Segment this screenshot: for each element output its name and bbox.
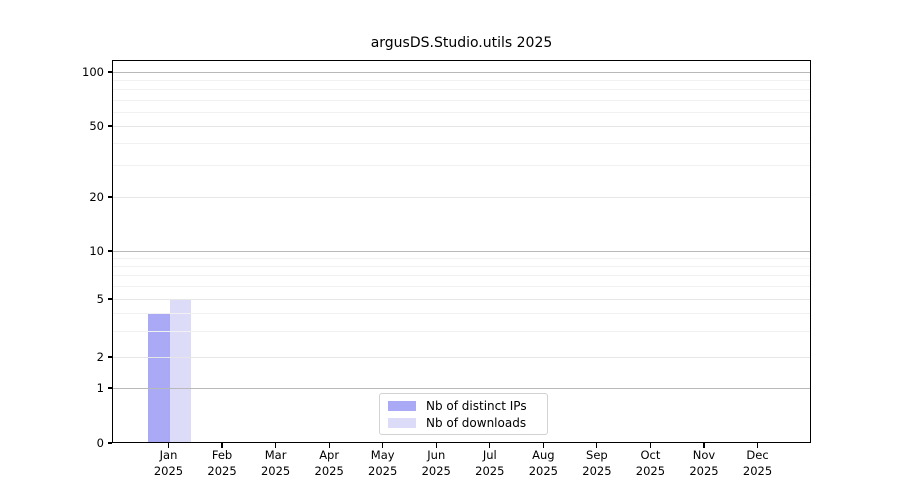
gridline-minor (113, 286, 810, 288)
x-tick-label-month: Sep (586, 448, 608, 462)
x-tick-label-aug: Aug 2025 (515, 448, 571, 479)
x-tick-label-year: 2025 (260, 463, 291, 478)
x-tick-label-month: Dec (746, 448, 769, 462)
y-tick (107, 442, 112, 444)
chart-title: argusDS.Studio.utils 2025 (370, 35, 553, 51)
gridline-major (113, 250, 810, 252)
y-tick-label: 50 (89, 118, 104, 133)
gridline-major (113, 71, 810, 73)
gridline-minor (113, 266, 810, 268)
x-tick-label-year: 2025 (207, 463, 237, 478)
x-tick-label-dec: Dec 2025 (730, 448, 786, 479)
x-tick (542, 443, 544, 448)
gridline-minor (113, 125, 810, 127)
y-tick (107, 250, 112, 252)
x-tick-label-month: Jan (159, 448, 178, 462)
y-tick (107, 356, 112, 358)
x-tick-label-year: 2025 (689, 463, 719, 478)
gridline-minor (113, 165, 810, 167)
x-tick-label-sep: Sep 2025 (569, 448, 625, 479)
x-tick-label-month: Jul (482, 448, 497, 462)
x-tick-label-jan: Jan 2025 (141, 448, 197, 479)
bar-nb-of-distinct-ips-jan (148, 312, 170, 442)
legend-label: Nb of downloads (426, 415, 527, 430)
x-tick-label-month: Feb (211, 448, 233, 462)
y-tick (107, 387, 112, 389)
x-tick-label-apr: Apr 2025 (301, 448, 357, 479)
x-tick (275, 443, 277, 448)
x-tick-label-month: Aug (532, 448, 555, 462)
legend: Nb of distinct IPs Nb of downloads (379, 393, 548, 435)
x-tick (489, 443, 491, 448)
x-tick (328, 443, 330, 448)
x-tick-label-mar: Mar 2025 (248, 448, 304, 479)
x-tick-label-month: Jun (427, 448, 446, 462)
x-tick-label-year: 2025 (635, 463, 666, 478)
legend-item: Nb of downloads (388, 416, 539, 430)
gridline-minor (113, 275, 810, 277)
x-tick-label-month: Nov (692, 448, 716, 462)
x-tick-label-jul: Jul 2025 (462, 448, 518, 479)
x-tick-label-year: 2025 (528, 463, 558, 478)
y-tick-label: 10 (89, 243, 104, 258)
y-tick (107, 298, 112, 300)
x-tick-label-nov: Nov 2025 (676, 448, 732, 479)
x-tick (596, 443, 598, 448)
x-tick-label-year: 2025 (421, 463, 451, 478)
gridline-minor (113, 196, 810, 198)
y-tick-label: 2 (96, 349, 104, 364)
x-tick-label-month: Oct (640, 448, 661, 462)
gridline-minor (113, 80, 810, 81)
y-tick-label: 20 (89, 189, 104, 204)
legend-swatch-downloads (388, 417, 416, 428)
x-tick-label-year: 2025 (742, 463, 773, 478)
gridline-minor (113, 356, 810, 358)
x-tick (703, 443, 705, 448)
x-tick-label-year: 2025 (314, 463, 344, 478)
x-tick-label-year: 2025 (153, 463, 184, 478)
legend-item: Nb of distinct IPs (388, 399, 539, 413)
plot-area (112, 60, 811, 443)
x-tick-label-month: May (370, 448, 395, 462)
x-tick-label-feb: Feb 2025 (194, 448, 250, 479)
y-tick (107, 71, 112, 73)
y-tick (107, 196, 112, 198)
x-tick-label-jun: Jun 2025 (408, 448, 464, 479)
gridline-minor (113, 111, 810, 113)
gridline-minor (113, 89, 810, 91)
y-tick-label: 5 (96, 291, 104, 306)
x-tick-label-year: 2025 (475, 463, 505, 478)
y-tick-label: 1 (96, 380, 104, 395)
bar-nb-of-downloads-jan (169, 298, 191, 442)
x-tick (167, 443, 170, 448)
x-tick (756, 443, 759, 448)
gridline-minor (113, 312, 810, 314)
legend-label: Nb of distinct IPs (426, 398, 527, 413)
legend-swatch-distinct-ips (388, 400, 416, 411)
x-tick-label-may: May 2025 (355, 448, 411, 479)
x-tick-label-month: Mar (264, 448, 287, 462)
gridline-minor (113, 99, 810, 101)
x-tick-label-month: Apr (319, 448, 340, 462)
x-tick-label-year: 2025 (582, 463, 612, 478)
x-tick (435, 443, 437, 448)
x-tick (221, 443, 223, 448)
y-tick-label: 0 (96, 435, 104, 450)
x-tick (649, 443, 652, 448)
x-tick (382, 443, 384, 448)
y-tick-label: 100 (82, 64, 104, 79)
gridline-minor (113, 143, 810, 145)
x-tick-label-year: 2025 (368, 463, 398, 478)
gridline-major (113, 387, 810, 389)
gridline-minor (113, 331, 810, 333)
y-tick (107, 125, 112, 127)
gridline-minor (113, 258, 810, 260)
gridline-minor (113, 298, 810, 300)
x-tick-label-oct: Oct 2025 (622, 448, 678, 479)
